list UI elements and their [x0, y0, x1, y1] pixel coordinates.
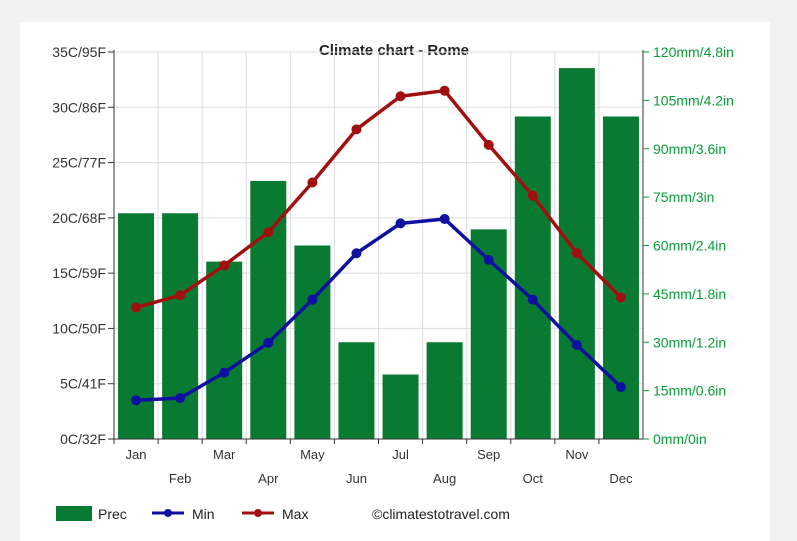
chart-title: Climate chart - Rome — [319, 42, 469, 59]
precipitation-bar-apr — [250, 181, 287, 439]
precipitation-bar-mar — [206, 261, 243, 439]
climate-chart: Climate chart - Rome 0C/32F 5C/41F 10C/50F… — [52, 42, 734, 522]
left-axis-tick-label: 20C/68F — [52, 210, 106, 226]
x-axis-tick-label: Jan — [126, 447, 147, 462]
right-axis-tick-label: 120mm/4.8in — [653, 44, 734, 60]
x-axis-tick-label: Jul — [392, 447, 409, 462]
min-point-jan — [131, 395, 142, 406]
x-axis-tick-label: Oct — [523, 471, 544, 486]
min-point-mar — [219, 367, 230, 378]
min-point-sep — [483, 254, 494, 265]
axis-labels: 0C/32F 5C/41F 10C/50F 15C/59F 20C/68F 25C/77F… — [52, 44, 734, 486]
legend-prec-swatch — [56, 506, 92, 521]
min-point-oct — [527, 294, 538, 305]
x-axis-tick-label: Jun — [346, 471, 367, 486]
right-axis-tick-label: 90mm/3.6in — [653, 141, 726, 157]
max-point-jan — [131, 302, 142, 313]
right-axis-tick-label: 75mm/3in — [653, 189, 714, 205]
max-point-jun — [351, 124, 362, 135]
precipitation-bar-may — [294, 245, 331, 439]
max-point-mar — [219, 260, 230, 271]
min-point-feb — [175, 393, 186, 404]
legend: Prec Min Max ©climatestotravel.com — [56, 506, 510, 522]
right-axis-tick-label: 45mm/1.8in — [653, 286, 726, 302]
left-axis-tick-label: 10C/50F — [52, 320, 106, 336]
x-axis-tick-label: Mar — [213, 447, 236, 462]
right-axis-tick-label: 15mm/0.6in — [653, 383, 726, 399]
max-point-may — [307, 177, 318, 188]
left-axis-tick-label: 5C/41F — [60, 376, 106, 392]
precipitation-bar-oct — [514, 116, 551, 439]
left-axis-tick-label: 0C/32F — [60, 431, 106, 447]
x-axis-tick-label: Feb — [169, 471, 191, 486]
min-point-nov — [571, 340, 582, 351]
max-point-jul — [395, 91, 406, 102]
min-temperature-line — [135, 217, 623, 403]
chart-card: Climate chart - Rome 0C/32F 5C/41F 10C/50F… — [20, 22, 770, 541]
left-axis-tick-label: 25C/77F — [52, 155, 106, 171]
max-point-oct — [527, 190, 538, 201]
precipitation-bar-feb — [162, 213, 199, 439]
x-axis-tick-label: Aug — [433, 471, 456, 486]
legend-max-marker — [254, 509, 262, 517]
x-axis-tick-label: Apr — [258, 471, 279, 486]
precipitation-bar-jul — [382, 374, 419, 439]
left-axis-tick-label: 15C/59F — [52, 265, 106, 281]
legend-max-label: Max — [282, 506, 308, 522]
precipitation-bar-jun — [338, 342, 375, 439]
min-point-jun — [351, 248, 362, 259]
right-axis-tick-label: 30mm/1.2in — [653, 334, 726, 350]
max-point-nov — [571, 248, 582, 259]
x-axis-tick-label: Nov — [565, 447, 589, 462]
right-axis-tick-label: 105mm/4.2in — [653, 92, 734, 108]
x-axis-tick-label: Sep — [477, 447, 500, 462]
precipitation-bar-aug — [426, 342, 463, 439]
right-axis-tick-label: 0mm/0in — [653, 431, 707, 447]
left-axis-tick-label: 30C/86F — [52, 99, 106, 115]
min-point-aug — [439, 213, 450, 224]
x-axis-tick-label: May — [300, 447, 325, 462]
max-point-apr — [263, 227, 274, 238]
grid-lines — [113, 51, 644, 440]
x-axis-tick-label: Dec — [609, 471, 633, 486]
min-point-jul — [395, 218, 406, 229]
legend-min-label: Min — [192, 506, 215, 522]
max-point-sep — [483, 139, 494, 150]
min-point-may — [307, 294, 318, 305]
min-point-dec — [615, 382, 626, 393]
right-axis-tick-label: 60mm/2.4in — [653, 238, 726, 254]
axes — [108, 50, 649, 444]
temperature-lines — [131, 85, 626, 406]
max-point-aug — [439, 85, 450, 96]
max-point-dec — [615, 292, 626, 303]
legend-min-marker — [164, 509, 172, 517]
legend-prec-label: Prec — [98, 506, 127, 522]
left-axis-tick-label: 35C/95F — [52, 44, 106, 60]
max-temperature-line — [135, 88, 623, 310]
max-point-feb — [175, 290, 186, 301]
credit-link[interactable]: ©climatestotravel.com — [372, 506, 510, 522]
min-point-apr — [263, 337, 274, 348]
